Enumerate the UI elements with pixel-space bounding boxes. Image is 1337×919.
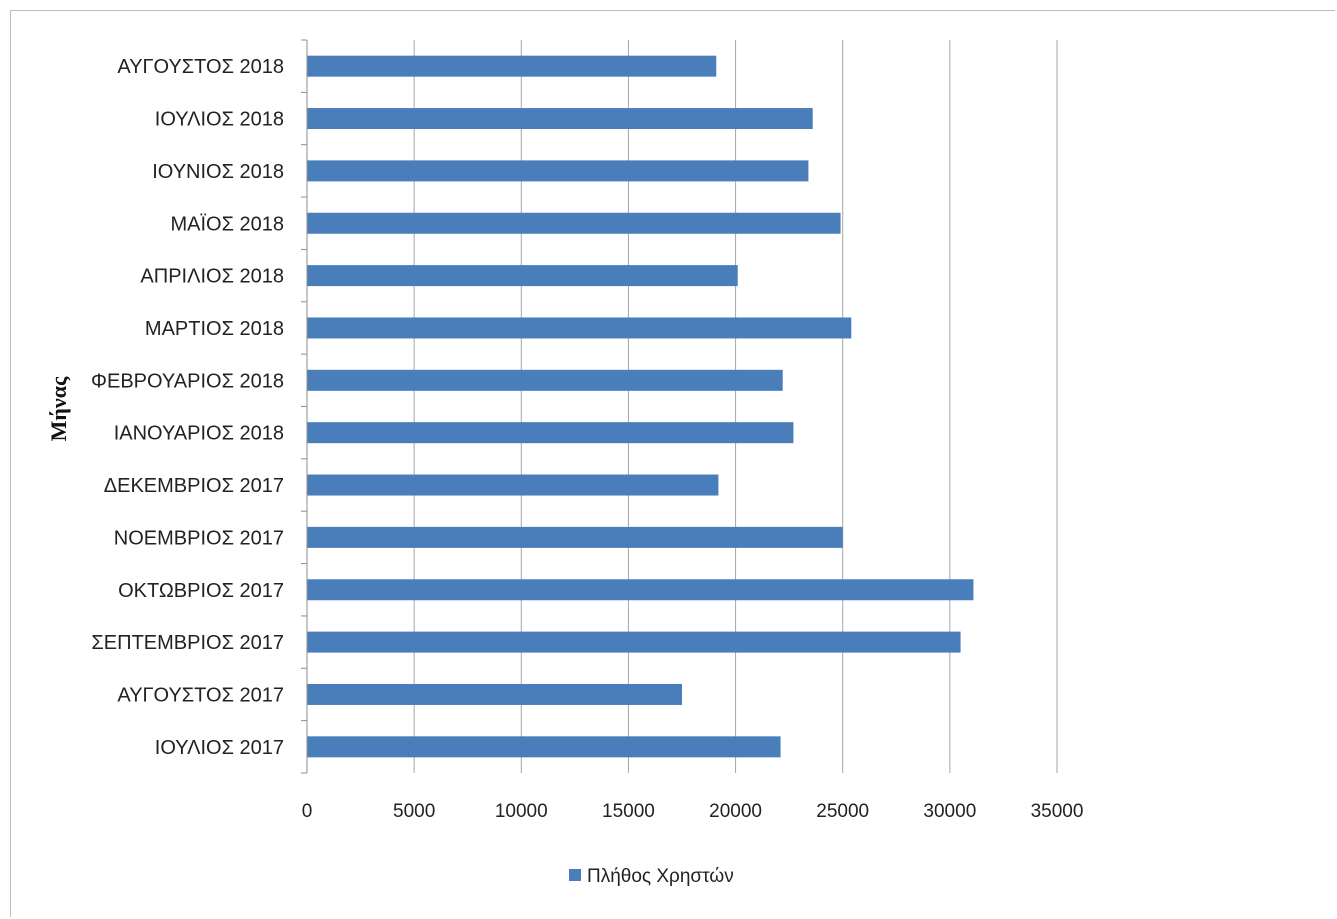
- x-tick-label: 0: [302, 801, 313, 822]
- bar[interactable]: [307, 683, 682, 705]
- x-tick-label: 20000: [709, 801, 762, 822]
- bar[interactable]: [307, 369, 783, 391]
- bar[interactable]: [307, 55, 717, 77]
- bar[interactable]: [307, 212, 841, 234]
- x-tick-label: 35000: [1031, 801, 1084, 822]
- category-label: ΙΟΥΛΙΟΣ 2017: [155, 737, 284, 759]
- bar[interactable]: [307, 579, 974, 601]
- bar[interactable]: [307, 474, 719, 496]
- legend-label: Πλήθος Χρηστών: [587, 866, 734, 887]
- category-label: ΟΚΤΩΒΡΙΟΣ 2017: [118, 580, 284, 602]
- category-label: ΑΥΓΟΥΣΤΟΣ 2017: [117, 684, 284, 706]
- y-axis-category-labels: ΑΥΓΟΥΣΤΟΣ 2018 ΙΟΥΛΙΟΣ 2018 ΙΟΥΝΙΟΣ 2018 ΜΑ…: [91, 56, 284, 759]
- bar[interactable]: [307, 526, 843, 548]
- bar[interactable]: [307, 317, 852, 339]
- x-tick-label: 5000: [393, 801, 435, 822]
- bar[interactable]: [307, 422, 794, 444]
- category-label: ΑΠΡΙΛΙΟΣ 2018: [140, 266, 284, 288]
- category-label: ΙΟΥΛΙΟΣ 2018: [155, 109, 284, 131]
- bar[interactable]: [307, 265, 738, 287]
- category-label: ΣΕΠΤΕΜΒΡΙΟΣ 2017: [91, 632, 284, 654]
- legend-swatch: [569, 869, 581, 881]
- x-axis-tick-labels: 0 5000 10000 15000 20000 25000 30000 35000: [302, 801, 1084, 822]
- chart-frame: [10, 10, 1335, 917]
- category-label: ΙΟΥΝΙΟΣ 2018: [152, 161, 284, 183]
- bar[interactable]: [307, 160, 809, 182]
- x-tick-label: 10000: [495, 801, 548, 822]
- x-tick-label: 30000: [923, 801, 976, 822]
- y-axis: [301, 39, 308, 774]
- category-label: ΙΑΝΟΥΑΡΙΟΣ 2018: [114, 423, 284, 445]
- bar[interactable]: [307, 631, 961, 653]
- x-tick-label: 15000: [602, 801, 655, 822]
- bar[interactable]: [307, 108, 813, 130]
- gridlines: [413, 40, 1058, 773]
- category-label: ΑΥΓΟΥΣΤΟΣ 2018: [117, 56, 284, 78]
- x-tick-label: 25000: [816, 801, 869, 822]
- category-label: ΜΑΪΟΣ 2018: [170, 213, 284, 235]
- category-label: ΝΟΕΜΒΡΙΟΣ 2017: [114, 527, 284, 549]
- bar[interactable]: [307, 736, 781, 758]
- legend[interactable]: Πλήθος Χρηστών: [569, 866, 734, 887]
- bars: [307, 55, 974, 758]
- category-label: ΔΕΚΕΜΒΡΙΟΣ 2017: [104, 475, 284, 497]
- category-label: ΦΕΒΡΟΥΑΡΙΟΣ 2018: [91, 370, 284, 392]
- category-label: ΜΑΡΤΙΟΣ 2018: [145, 318, 284, 340]
- y-axis-title: Μήνας: [46, 376, 71, 441]
